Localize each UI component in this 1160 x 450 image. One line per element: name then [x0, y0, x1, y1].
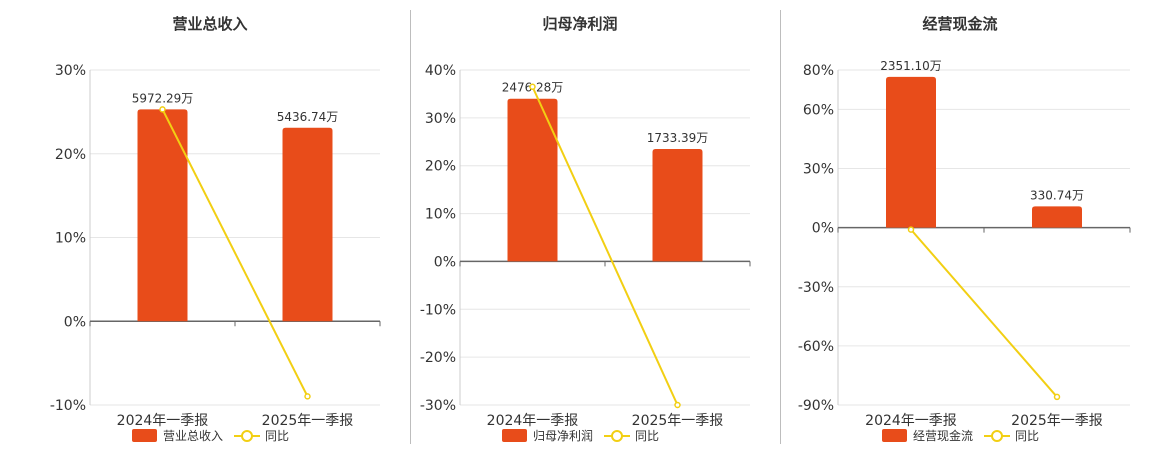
y-tick-label: -30% — [420, 398, 456, 414]
legend-bar-label: 营业总收入 — [163, 429, 223, 443]
y-tick-label: 10% — [425, 207, 456, 223]
chart-title: 经营现金流 — [922, 15, 997, 33]
y-tick-label: 30% — [425, 111, 456, 127]
y-tick-label: 0% — [434, 254, 456, 270]
y-tick-label: 30% — [55, 63, 86, 79]
x-tick-label: 2024年一季报 — [117, 413, 209, 429]
legend-bar-label: 经营现金流 — [913, 428, 973, 443]
chart-title: 归母净利润 — [542, 15, 617, 33]
y-tick-label: 30% — [803, 162, 834, 178]
panel-divider — [780, 10, 781, 444]
yoy-point — [159, 106, 166, 113]
yoy-point — [907, 226, 915, 233]
y-tick-label: -30% — [798, 280, 834, 296]
y-tick-label: 10% — [55, 231, 86, 247]
yoy-point — [1053, 393, 1061, 401]
x-tick-label: 2025年一季报 — [1011, 413, 1103, 429]
chart-title: 营业总收入 — [172, 15, 247, 33]
y-tick-label: 40% — [425, 63, 456, 79]
y-tick-label: -90% — [798, 398, 834, 414]
bar-value-label: 330.74万 — [1030, 188, 1084, 202]
y-tick-label: 0% — [812, 221, 834, 237]
bar-value-label: 2351.10万 — [880, 59, 942, 73]
legend-line-marker — [991, 430, 1003, 442]
y-tick-label: 80% — [803, 63, 834, 79]
y-tick-label: 20% — [55, 147, 86, 163]
legend-line-label: 同比 — [265, 429, 289, 443]
panel-divider — [410, 10, 411, 444]
legend-line-marker — [241, 430, 253, 442]
legend-line-label: 同比 — [635, 429, 659, 443]
legend-bar-label: 归母净利润 — [533, 429, 593, 443]
y-tick-label: -10% — [50, 398, 86, 414]
x-tick-label: 2025年一季报 — [262, 413, 354, 429]
yoy-point — [304, 393, 311, 400]
x-tick-label: 2025年一季报 — [632, 413, 724, 429]
bar — [1032, 206, 1082, 228]
bar — [652, 148, 703, 262]
y-tick-label: 60% — [803, 102, 834, 118]
yoy-line — [910, 228, 1058, 398]
bar — [282, 127, 333, 322]
yoy-line — [531, 86, 679, 406]
y-tick-label: -20% — [420, 350, 456, 366]
bar-value-label: 1733.39万 — [647, 131, 709, 145]
bar-value-label: 5436.74万 — [277, 110, 339, 124]
legend-bar-swatch — [132, 429, 157, 442]
legend-line-label: 同比 — [1015, 429, 1039, 443]
y-tick-label: -60% — [798, 339, 834, 355]
bar — [137, 109, 188, 322]
legend-bar-swatch — [502, 429, 527, 442]
legend-line-marker — [611, 430, 623, 442]
yoy-line — [161, 108, 309, 397]
y-tick-label: 20% — [425, 159, 456, 175]
bar — [507, 98, 558, 262]
yoy-point — [674, 401, 681, 409]
x-tick-label: 2024年一季报 — [487, 413, 579, 429]
yoy-point — [529, 83, 536, 90]
x-tick-label: 2024年一季报 — [865, 413, 957, 429]
bar-value-label: 5972.29万 — [132, 91, 194, 105]
y-tick-label: 0% — [64, 314, 86, 330]
bar — [886, 76, 936, 228]
legend-bar-swatch — [882, 429, 907, 442]
y-tick-label: -10% — [420, 302, 456, 318]
